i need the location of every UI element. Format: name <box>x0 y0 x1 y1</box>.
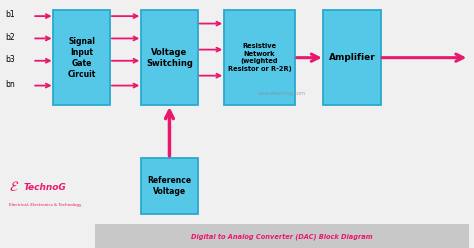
FancyBboxPatch shape <box>224 10 295 105</box>
FancyBboxPatch shape <box>323 10 381 105</box>
Text: Electrical, Electronics & Technology: Electrical, Electronics & Technology <box>9 203 81 207</box>
Text: Signal
Input
Gate
Circuit: Signal Input Gate Circuit <box>68 36 96 79</box>
Text: Reference
Voltage: Reference Voltage <box>147 176 191 196</box>
Text: bn: bn <box>6 80 16 89</box>
FancyBboxPatch shape <box>141 10 198 105</box>
Text: b2: b2 <box>6 33 15 42</box>
Text: b1: b1 <box>6 10 15 19</box>
Text: Resistive
Network
(weighted
Resistor or R-2R): Resistive Network (weighted Resistor or … <box>228 43 292 72</box>
FancyBboxPatch shape <box>53 10 110 105</box>
Bar <box>95 224 469 248</box>
Text: www.etechnog.com: www.etechnog.com <box>258 91 306 95</box>
Text: Voltage
Switching: Voltage Switching <box>146 48 193 68</box>
Text: Digital to Analog Converter (DAC) Block Diagram: Digital to Analog Converter (DAC) Block … <box>191 234 373 240</box>
Text: Amplifier: Amplifier <box>328 53 375 62</box>
Text: b3: b3 <box>6 55 16 64</box>
Text: TechnoG: TechnoG <box>24 183 66 192</box>
Text: $\mathcal{E}$: $\mathcal{E}$ <box>9 180 19 194</box>
FancyBboxPatch shape <box>141 158 198 214</box>
